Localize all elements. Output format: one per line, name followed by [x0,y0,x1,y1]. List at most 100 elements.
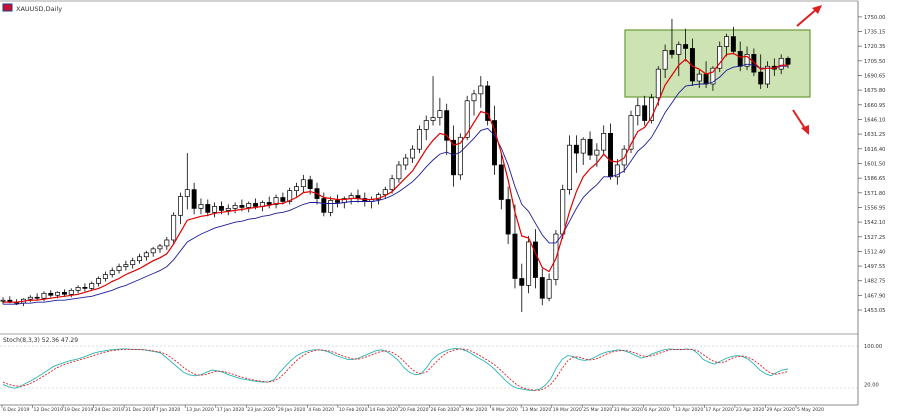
candle [273,194,279,209]
candle [423,115,429,141]
candle-body-down [335,200,340,203]
time-tick-label: 14 Feb 2020 [369,407,398,413]
candle [389,174,395,194]
time-tick-label: 3 Mar 2020 [461,407,487,413]
stoch-tick-label: 100.00 [864,344,882,350]
candle-body-up [410,148,416,159]
candle [478,76,484,108]
time-tick-label: 26 Feb 2020 [431,407,460,413]
time-tick-label: 29 Apr 2020 [766,407,794,413]
candle-body-down [191,189,197,209]
candle [430,76,436,126]
time-tick-label: 6 Dec 2019 [3,407,30,413]
candle-body-down [485,85,491,121]
candle-body-up [437,110,443,118]
candle-body-down [505,199,511,235]
price-tick-label: 1735.15 [864,30,885,36]
candle-body-up [0,299,6,302]
candle-body-up [724,36,730,47]
time-tick-label: 31 Dec 2019 [125,407,154,413]
candle [492,105,497,175]
candle-body-up [526,241,532,286]
candle-body-up [123,264,129,267]
price-tick-label: 1556.95 [864,205,885,211]
candle-body-down [751,54,757,73]
candle-body-down [253,203,259,207]
candle [116,263,122,274]
stochastic-lines [2,347,789,392]
candle-body-up [164,239,170,247]
time-tick-label: 24 Dec 2019 [95,407,124,413]
candle-body-down [444,110,450,141]
candle-body-up [130,260,136,266]
candle [89,281,95,291]
candle [744,46,750,71]
candle [717,41,723,73]
candle [150,246,156,257]
candle [628,110,634,154]
candle-body-down [669,50,675,55]
candle-body-down [519,278,525,286]
chart-title: XAUUSD,Daily [16,5,62,13]
time-tick-label: 4 Feb 2020 [308,407,334,413]
candle [778,54,784,75]
candle-body-down [703,73,709,85]
time-tick-label: 31 Mar 2020 [614,407,643,413]
candle [48,290,54,298]
candle-body-down [683,44,689,49]
candle [198,198,204,215]
time-tick-label: 12 Dec 2019 [34,407,63,413]
candle [724,33,730,57]
candle [191,182,197,215]
candle-body-up [116,266,122,271]
candle-body-up [232,205,238,209]
candle [498,153,504,210]
candle-body-up [567,144,573,190]
candle [403,154,409,170]
candle-body-down [266,202,272,205]
candle [382,186,388,199]
price-tick-label: 1601.50 [864,161,885,167]
price-tick-label: 1453.05 [864,308,885,314]
candle [539,268,545,306]
candle [212,202,218,218]
candle [758,54,764,89]
candle [102,271,108,282]
price-tick-label: 1467.90 [864,293,885,299]
candle-body-up [396,164,402,180]
candle [437,97,443,126]
candle-body-up [696,73,702,82]
candle [328,196,334,217]
price-tick-label: 1527.25 [864,235,885,241]
candle-body-up [430,117,436,121]
candle-body-up [102,274,108,279]
candle [765,61,770,88]
candle-body-up [744,54,750,67]
candle [532,229,538,289]
candle-body-up [171,214,177,241]
candle-body-up [464,100,470,138]
time-tick-label: 29 Jan 2020 [278,407,306,413]
candle-body-up [75,287,81,291]
candle [676,41,682,77]
candle [669,18,675,59]
candle [294,182,299,197]
price-tick-label: 1616.40 [864,147,885,153]
candle [396,161,402,183]
candle [171,212,177,244]
candle [683,28,689,62]
candle-body-up [601,133,607,151]
title-bar: XAUUSD,Daily [2,3,62,13]
candle [109,267,115,278]
candle-body-up [41,292,47,299]
ema-slow-line [3,63,788,305]
candle-body-up [89,283,95,289]
candle-body-down [532,241,538,278]
candle [642,95,648,126]
candles-group [0,18,791,313]
candle-body-down [61,291,67,295]
candle-body-up [246,203,252,208]
flag-icon [2,3,13,12]
